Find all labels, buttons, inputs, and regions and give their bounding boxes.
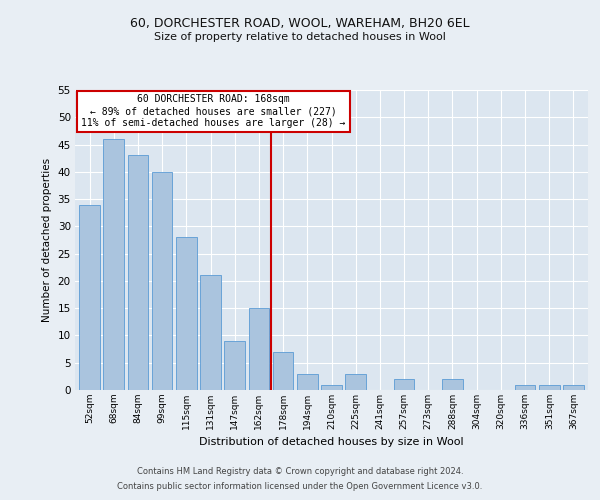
Bar: [152, 172, 172, 390]
Bar: [128, 156, 148, 390]
Bar: [176, 238, 197, 390]
Text: 60 DORCHESTER ROAD: 168sqm
← 89% of detached houses are smaller (227)
11% of sem: 60 DORCHESTER ROAD: 168sqm ← 89% of deta…: [82, 94, 346, 128]
Text: Contains HM Land Registry data © Crown copyright and database right 2024.: Contains HM Land Registry data © Crown c…: [137, 467, 463, 476]
Bar: [515, 384, 535, 390]
Bar: [248, 308, 269, 390]
Text: 60, DORCHESTER ROAD, WOOL, WAREHAM, BH20 6EL: 60, DORCHESTER ROAD, WOOL, WAREHAM, BH20…: [130, 18, 470, 30]
Bar: [224, 341, 245, 390]
Bar: [539, 384, 560, 390]
Text: Contains public sector information licensed under the Open Government Licence v3: Contains public sector information licen…: [118, 482, 482, 491]
Bar: [103, 139, 124, 390]
Bar: [346, 374, 366, 390]
Bar: [79, 204, 100, 390]
Bar: [297, 374, 317, 390]
Bar: [442, 379, 463, 390]
Bar: [563, 384, 584, 390]
Bar: [200, 276, 221, 390]
Y-axis label: Number of detached properties: Number of detached properties: [42, 158, 52, 322]
Bar: [273, 352, 293, 390]
X-axis label: Distribution of detached houses by size in Wool: Distribution of detached houses by size …: [199, 438, 464, 448]
Text: Size of property relative to detached houses in Wool: Size of property relative to detached ho…: [154, 32, 446, 42]
Bar: [321, 384, 342, 390]
Bar: [394, 379, 415, 390]
